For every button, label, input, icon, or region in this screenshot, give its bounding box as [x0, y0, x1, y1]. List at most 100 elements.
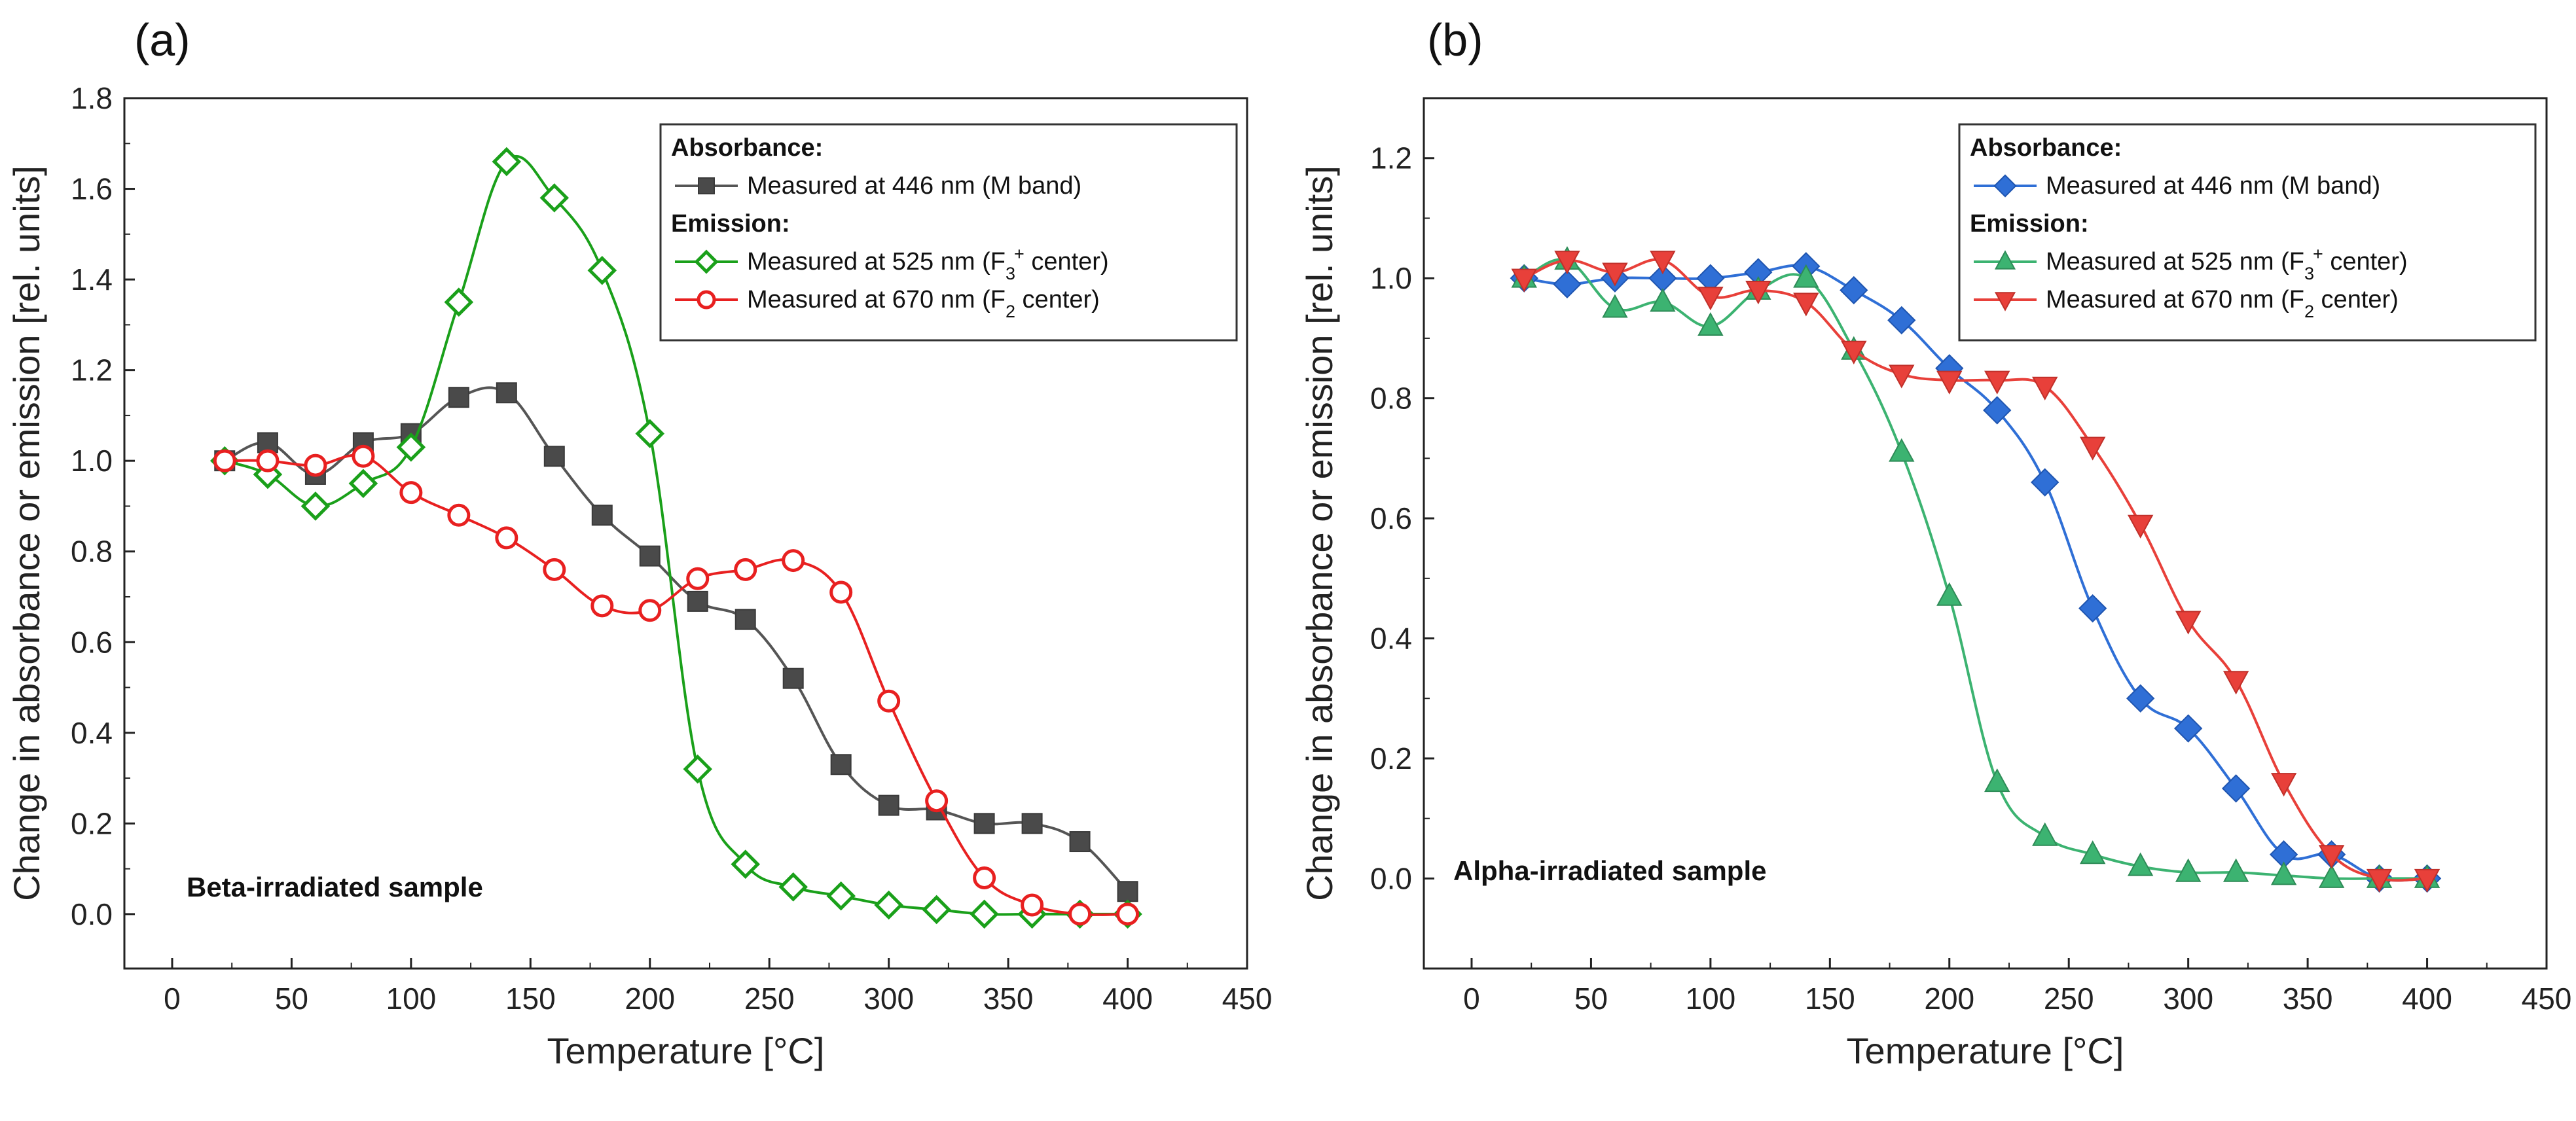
data-point	[1602, 294, 1628, 318]
series-line	[1524, 264, 2427, 882]
series-line	[225, 454, 1128, 917]
x-tick-label: 100	[386, 982, 436, 1016]
x-tick-label: 200	[625, 982, 675, 1016]
y-tick-label: 1.6	[71, 172, 113, 206]
data-point	[1116, 902, 1140, 926]
data-point	[590, 594, 614, 618]
legend: Absorbance: Measured at 446 nm (M band) Em…	[659, 123, 1238, 342]
data-point	[683, 754, 713, 784]
y-tick-label: 1.4	[71, 262, 113, 296]
y-tick-label: 1.2	[71, 353, 113, 387]
data-point	[1021, 813, 1043, 834]
data-point	[1511, 268, 1537, 293]
data-point	[1745, 281, 1771, 305]
legend-box	[1958, 123, 2537, 342]
legend-entry-label: Measured at 670 nm (F2 center)	[2046, 286, 2399, 321]
x-tick-label: 50	[1574, 982, 1608, 1016]
data-point	[734, 558, 757, 581]
data-point	[1069, 831, 1091, 853]
legend-subscript: 3	[2304, 264, 2314, 283]
legend-text-part: center)	[2323, 248, 2408, 276]
plot-frame	[1423, 97, 2548, 970]
x-tick-label: 100	[1685, 982, 1735, 1016]
panel-b-chart: 0 50 100 150 200 250 300 350 400 450 0.0 0.2 0.4 0.6 0…	[1299, 14, 2571, 1071]
x-tick-label: 300	[2163, 982, 2213, 1016]
x-tick-label: 50	[275, 982, 308, 1016]
data-point	[1841, 340, 1867, 365]
sample-annotation: Alpha-irradiated sample	[1453, 855, 1766, 886]
y-tick-label: 1.0	[71, 444, 113, 478]
data-point	[1697, 311, 1724, 336]
data-point	[922, 895, 951, 925]
legend-entry-label: Measured at 670 nm (F2 center)	[747, 286, 1100, 321]
series-2	[1511, 246, 2440, 888]
data-point	[778, 872, 808, 902]
data-point	[1889, 438, 1915, 462]
x-tick-label: 450	[2522, 982, 2572, 1016]
y-tick-label: 0.2	[71, 806, 113, 840]
data-point	[877, 689, 901, 713]
data-point	[1889, 365, 1915, 389]
data-point	[2032, 822, 2058, 846]
data-point	[1984, 370, 2010, 395]
legend-entry-label: Measured at 446 nm (M band)	[2046, 172, 2380, 200]
legend-text-part: Measured at 670 nm (F	[2046, 286, 2304, 313]
legend-box	[659, 123, 1238, 342]
legend: Absorbance: Measured at 446 nm (M band) Em…	[1958, 123, 2537, 342]
panel-label: (a)	[134, 14, 190, 65]
x-tick-label: 150	[1805, 982, 1855, 1016]
x-tick-label: 350	[983, 982, 1034, 1016]
data-point	[543, 558, 566, 581]
data-point	[1068, 902, 1092, 926]
data-point	[1983, 396, 2012, 425]
y-tick-label: 0.4	[71, 716, 113, 750]
x-axis-label: Temperature [°C]	[547, 1030, 825, 1071]
data-point	[878, 794, 899, 816]
legend-marker	[1993, 174, 2017, 198]
data-point	[2366, 868, 2393, 893]
data-point	[348, 469, 378, 499]
data-point	[2032, 376, 2058, 400]
plot-frame	[123, 97, 1248, 970]
x-tick-label: 0	[1463, 982, 1480, 1016]
data-point	[735, 609, 756, 630]
data-point	[447, 503, 471, 527]
legend-text-part: Measured at 525 nm (F	[2046, 248, 2304, 276]
data-point	[925, 789, 949, 813]
data-point	[1602, 262, 1628, 287]
data-point	[2175, 611, 2202, 635]
data-point	[444, 287, 474, 317]
legend-text-part: Measured at 670 nm (F	[747, 286, 1006, 313]
legend-subscript: 3	[1006, 264, 1015, 283]
x-tick-label: 150	[505, 982, 556, 1016]
data-point	[1021, 893, 1044, 917]
data-point	[2270, 861, 2297, 885]
data-point	[1553, 270, 1582, 299]
data-point	[2222, 671, 2249, 695]
data-point	[1984, 768, 2010, 792]
series-3	[213, 444, 1140, 926]
data-point	[396, 433, 426, 462]
x-tick-label: 450	[1222, 982, 1273, 1016]
sample-annotation: Beta-irradiated sample	[187, 872, 483, 902]
legend-entry-label: Measured at 525 nm (F3+ center)	[2046, 244, 2408, 283]
data-point	[1936, 370, 1963, 395]
legend-marker	[697, 290, 716, 310]
data-point	[639, 545, 661, 567]
legend-heading-emission: Emission:	[1970, 210, 2089, 238]
legend-text-part: Measured at 525 nm (F	[747, 248, 1006, 276]
panel-label: (b)	[1427, 14, 1483, 65]
data-point	[1650, 251, 1676, 275]
data-point	[2414, 868, 2440, 893]
data-point	[352, 444, 375, 468]
data-point	[970, 899, 999, 929]
data-point	[399, 481, 423, 505]
data-point	[2078, 594, 2107, 623]
data-point	[2031, 468, 2059, 497]
y-tick-label: 0.6	[1370, 501, 1412, 535]
data-point	[539, 183, 570, 213]
y-tick-label: 0.6	[71, 625, 113, 659]
data-point	[543, 446, 565, 467]
y-tick-label: 0.0	[1370, 861, 1412, 895]
legend-heading-absorbance: Absorbance:	[1970, 134, 2122, 162]
